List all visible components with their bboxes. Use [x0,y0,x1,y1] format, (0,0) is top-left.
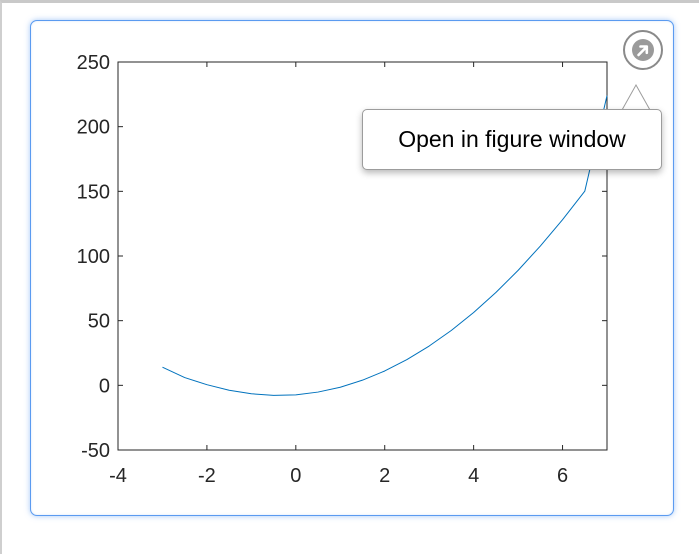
tooltip-pointer [620,83,660,112]
tooltip: Open in figure window [362,109,662,170]
x-tick-label: 6 [557,465,568,487]
axis-ticks [117,61,607,451]
tick-labels: -4 -2 0 2 4 6 -50 0 50 100 150 200 250 [77,52,568,487]
y-tick-label: 250 [77,52,110,74]
x-tick-label: -2 [198,465,216,487]
x-tick-label: 4 [468,465,479,487]
open-in-figure-window-button[interactable] [623,30,663,70]
series-line [162,95,608,396]
tooltip-text: Open in figure window [398,126,626,152]
y-tick-label: 100 [77,246,110,268]
x-tick-label: 0 [290,465,301,487]
y-tick-label: 50 [88,311,110,333]
x-tick-label: 2 [379,465,390,487]
x-tick-label: -4 [109,465,127,487]
figure-card [30,20,674,516]
y-tick-label: 150 [77,181,110,203]
series [162,95,608,396]
arrow-up-right-icon [632,39,654,61]
y-tick-label: -50 [81,440,110,462]
y-tick-label: 0 [99,375,110,397]
y-tick-label: 200 [77,117,110,139]
